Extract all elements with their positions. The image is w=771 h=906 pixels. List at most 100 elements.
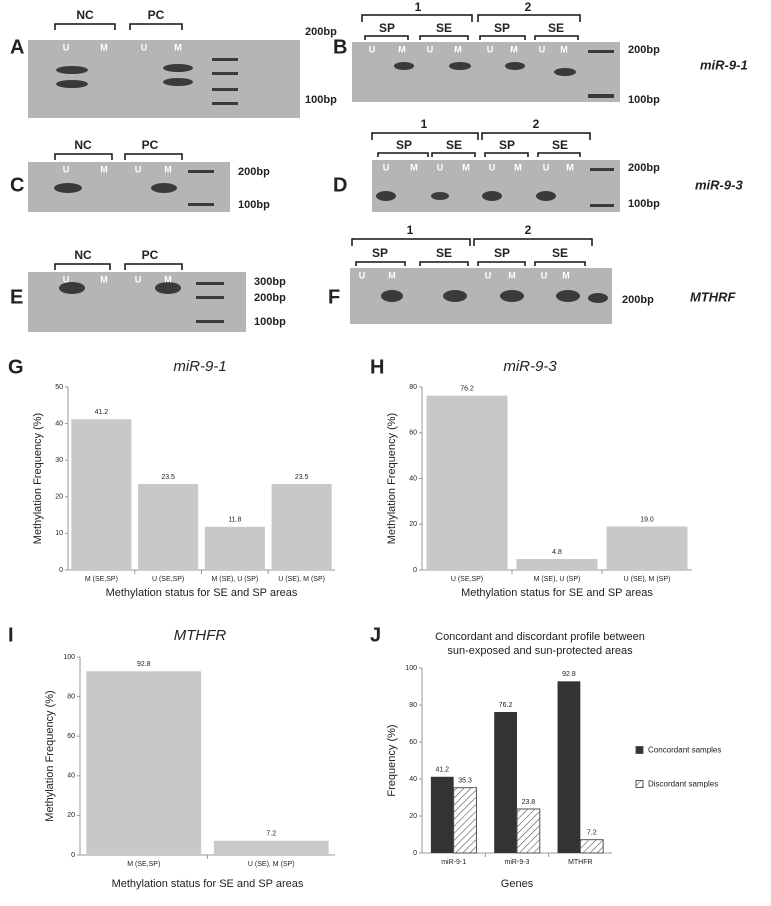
lane-label: U bbox=[63, 164, 70, 174]
subgroup-label: SE bbox=[552, 138, 568, 152]
value-label: 23.5 bbox=[295, 474, 309, 481]
y-axis-label: Methylation Frequency (%) bbox=[44, 690, 56, 821]
bar bbox=[453, 787, 477, 854]
lane-label: M bbox=[560, 44, 568, 54]
legend-label: Discordant samples bbox=[648, 780, 718, 789]
value-label: 11.8 bbox=[228, 517, 241, 524]
lane-label: M bbox=[164, 274, 172, 284]
subgroup-label: SE bbox=[436, 21, 452, 35]
y-tick-label: 30 bbox=[55, 457, 63, 464]
lane-label: M bbox=[100, 42, 108, 52]
y-axis-label: Frequency (%) bbox=[386, 724, 398, 796]
value-label: 76.2 bbox=[499, 702, 513, 709]
panel-label: H bbox=[370, 356, 384, 378]
lane-label: U bbox=[485, 270, 492, 280]
x-tick-label: M (SE,SP) bbox=[85, 576, 118, 583]
legend-swatch bbox=[635, 780, 644, 788]
y-tick-label: 40 bbox=[409, 475, 417, 482]
y-tick-label: 20 bbox=[55, 494, 63, 501]
lane-label: M bbox=[562, 270, 570, 280]
group-label: NC bbox=[76, 8, 94, 22]
group-label: 2 bbox=[525, 0, 532, 14]
lane-label: U bbox=[427, 44, 434, 54]
y-axis-label: Methylation Frequency (%) bbox=[32, 413, 44, 544]
x-tick-label: U (SE), M (SP) bbox=[278, 576, 325, 583]
gel-panel: C NC PC U M U M 200bp 100bp bbox=[10, 138, 270, 212]
y-tick-label: 0 bbox=[59, 567, 63, 574]
x-axis-label: Methylation status for SE and SP areas bbox=[106, 587, 298, 599]
gel-panel: A NC PC U M U M 200bp 100bp bbox=[10, 8, 337, 118]
gene-label: MTHRF bbox=[690, 289, 737, 304]
marker-label: 300bp bbox=[254, 276, 286, 288]
y-tick-label: 80 bbox=[67, 693, 75, 700]
value-label: 7.2 bbox=[266, 831, 276, 838]
panel-label: G bbox=[8, 356, 24, 378]
lane-label: M bbox=[164, 164, 172, 174]
panel-label: D bbox=[333, 174, 347, 196]
y-tick-label: 0 bbox=[413, 567, 417, 574]
bar bbox=[271, 483, 332, 570]
marker-label: 100bp bbox=[628, 198, 660, 210]
lane-label: U bbox=[63, 274, 70, 284]
gel-panel: B 1 2 SP SE SP SE U M U M U M U M 200bp … bbox=[333, 0, 748, 106]
value-label: 35.3 bbox=[458, 778, 472, 785]
x-tick-label: MTHFR bbox=[568, 859, 593, 866]
gene-label: miR-9-1 bbox=[700, 57, 748, 72]
x-tick-label: miR-9-1 bbox=[441, 859, 466, 866]
x-tick-label: miR-9-3 bbox=[505, 859, 530, 866]
marker-label: 200bp bbox=[628, 44, 660, 56]
gel-panel: E NC PC U M U M 300bp 200bp 100bp bbox=[10, 248, 286, 332]
subgroup-label: SP bbox=[494, 246, 510, 260]
x-tick-label: U (SE), M (SP) bbox=[248, 861, 295, 868]
y-tick-label: 20 bbox=[409, 521, 417, 528]
bar bbox=[426, 395, 508, 570]
value-label: 76.2 bbox=[460, 386, 474, 393]
x-axis-label: Methylation status for SE and SP areas bbox=[112, 878, 304, 890]
y-tick-label: 10 bbox=[55, 530, 63, 537]
subgroup-label: SP bbox=[396, 138, 412, 152]
lane-label: M bbox=[514, 162, 522, 172]
chart-title: MTHFR bbox=[174, 627, 227, 644]
lane-label: M bbox=[462, 162, 470, 172]
x-tick-label: M (SE), U (SP) bbox=[534, 576, 581, 583]
group-label: NC bbox=[74, 248, 92, 262]
bar bbox=[204, 526, 265, 570]
y-tick-label: 80 bbox=[409, 384, 417, 391]
lane-label: M bbox=[410, 162, 418, 172]
bar bbox=[138, 483, 199, 570]
group-label: NC bbox=[74, 138, 92, 152]
value-label: 4.8 bbox=[552, 549, 562, 556]
lane-label: U bbox=[63, 42, 70, 52]
value-label: 41.2 bbox=[95, 409, 109, 416]
gene-label: miR-9-3 bbox=[695, 177, 743, 192]
legend-swatch bbox=[635, 746, 644, 754]
subgroup-label: SE bbox=[548, 21, 564, 35]
x-tick-label: U (SE,SP) bbox=[152, 576, 184, 583]
marker-label: 200bp bbox=[622, 294, 654, 306]
lane-label: U bbox=[541, 270, 548, 280]
panel-label: E bbox=[10, 286, 23, 308]
y-tick-label: 100 bbox=[63, 654, 75, 661]
y-tick-label: 40 bbox=[67, 773, 75, 780]
group-label: 2 bbox=[525, 223, 532, 237]
gel-panel: F 1 2 SP SE SP SE U M U M U M 200bp MTHR… bbox=[328, 223, 737, 324]
panel-label: F bbox=[328, 286, 340, 308]
chart-title: miR-9-3 bbox=[503, 358, 557, 375]
y-tick-label: 60 bbox=[409, 739, 417, 746]
y-tick-label: 80 bbox=[409, 702, 417, 709]
marker-label: 200bp bbox=[628, 162, 660, 174]
legend-label: Concordant samples bbox=[648, 746, 721, 755]
marker-label: 200bp bbox=[238, 166, 270, 178]
y-tick-label: 0 bbox=[71, 852, 75, 859]
subgroup-label: SE bbox=[436, 246, 452, 260]
group-label: 1 bbox=[421, 117, 428, 131]
lane-label: U bbox=[437, 162, 444, 172]
group-label: 1 bbox=[407, 223, 414, 237]
y-axis-label: Methylation Frequency (%) bbox=[386, 413, 398, 544]
bar bbox=[494, 712, 517, 853]
panel-label: J bbox=[370, 624, 381, 646]
value-label: 92.8 bbox=[137, 661, 151, 668]
lane-label: M bbox=[566, 162, 574, 172]
lane-label: M bbox=[508, 270, 516, 280]
